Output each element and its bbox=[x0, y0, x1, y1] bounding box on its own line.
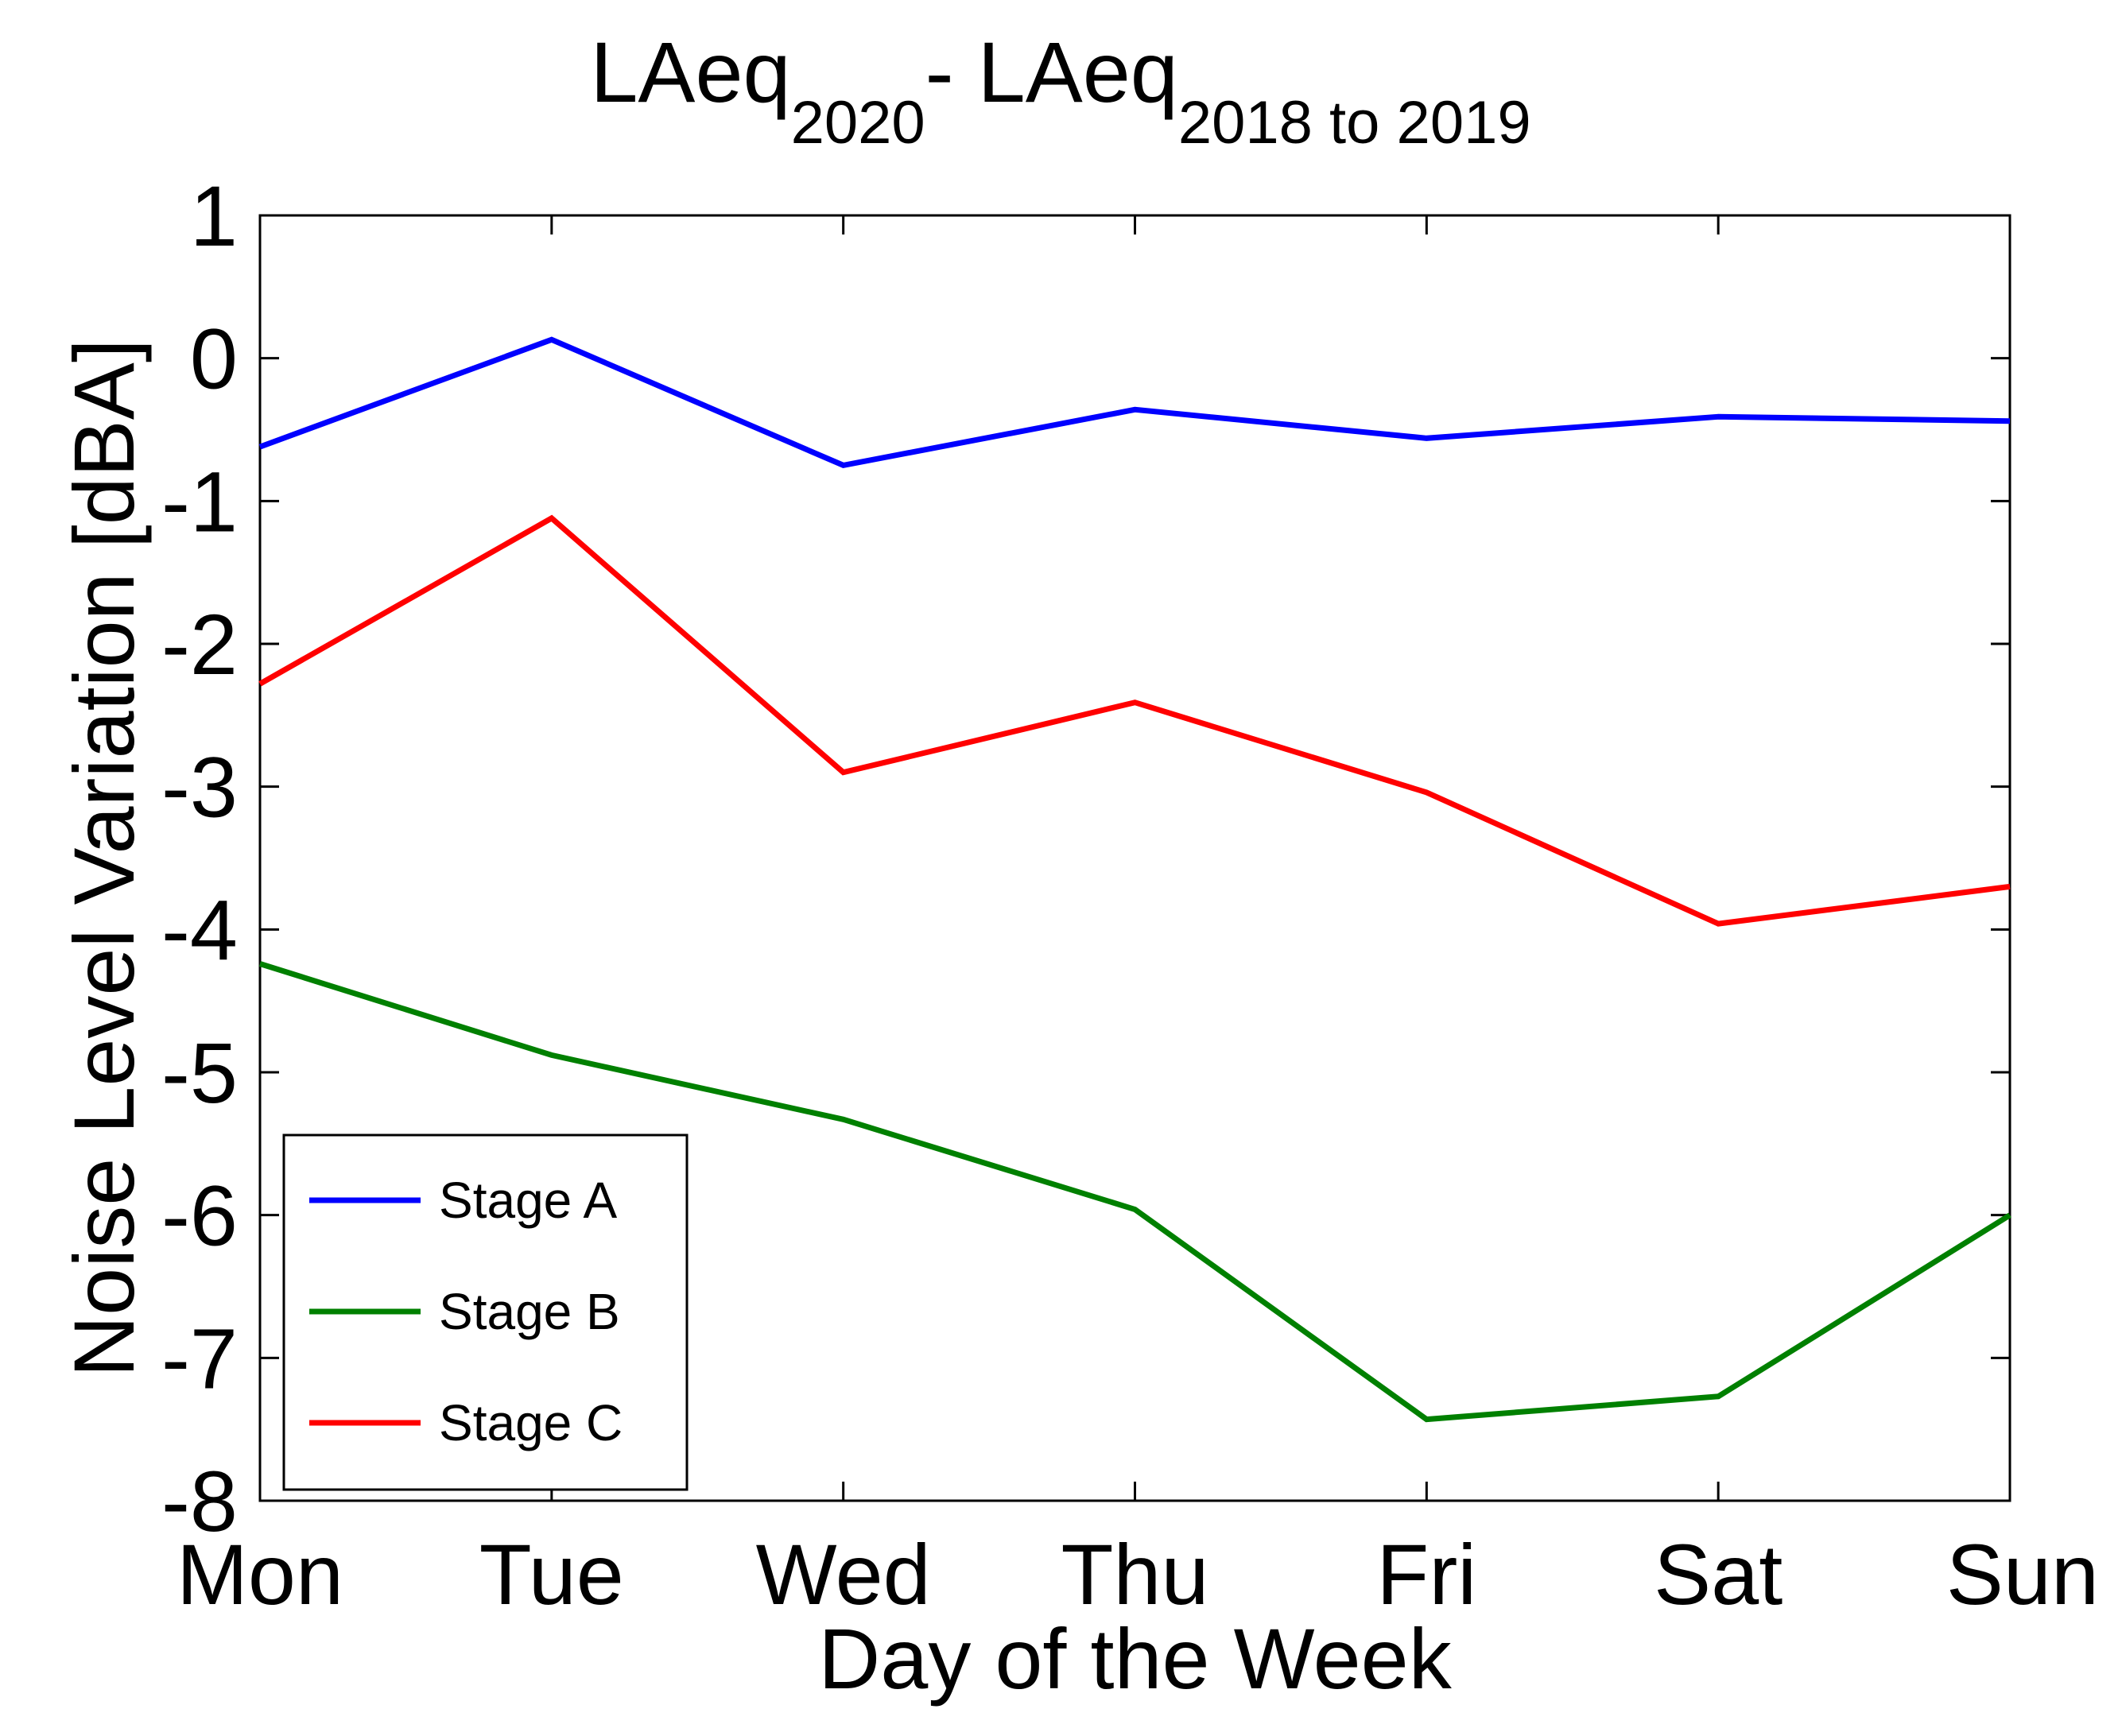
y-axis-label: Noise Level Variation [dBA] bbox=[56, 339, 152, 1378]
title-subscript-0: 2020 bbox=[791, 89, 925, 157]
legend-label-stage-a: Stage A bbox=[439, 1172, 618, 1229]
x-tick-label-sat: Sat bbox=[1654, 1526, 1783, 1622]
y-axis-ticks: 1 0 -1 -2 -3 -4 -5 -6 -7 -8 bbox=[161, 168, 2010, 1549]
y-tick-label: 0 bbox=[190, 311, 238, 407]
y-tick-label: -8 bbox=[161, 1453, 238, 1549]
y-tick-label: -3 bbox=[161, 739, 238, 835]
x-tick-label-mon: Mon bbox=[177, 1526, 343, 1622]
x-tick-label-sun: Sun bbox=[1946, 1526, 2099, 1622]
x-axis-ticks: Mon Tue Wed Thu Fri Sat Sun bbox=[177, 215, 2099, 1622]
y-tick-label: -4 bbox=[161, 882, 238, 978]
chart-title: LAeq2020- LAeq2018 to 2019 bbox=[590, 24, 1530, 157]
chart-title-text: LAeq2020- LAeq2018 to 2019 bbox=[590, 24, 1530, 157]
legend: Stage A Stage B Stage C bbox=[282, 1133, 689, 1491]
series-lines bbox=[258, 336, 2011, 1423]
y-tick-label: -6 bbox=[161, 1168, 238, 1264]
y-tick-label: -1 bbox=[161, 453, 238, 549]
x-tick-label-thu: Thu bbox=[1061, 1526, 1208, 1622]
x-tick-label-tue: Tue bbox=[479, 1526, 624, 1622]
y-tick-label: -2 bbox=[161, 596, 238, 692]
title-part-0: LAeq bbox=[590, 24, 790, 120]
y-tick-label: -7 bbox=[161, 1310, 238, 1406]
x-tick-label-fri: Fri bbox=[1376, 1526, 1476, 1622]
title-subscript-1: 2018 to 2019 bbox=[1178, 89, 1531, 157]
y-tick-label: -5 bbox=[161, 1025, 238, 1121]
x-tick-label-wed: Wed bbox=[756, 1526, 931, 1622]
legend-label-stage-b: Stage B bbox=[439, 1283, 620, 1340]
y-tick-label: 1 bbox=[190, 168, 238, 264]
title-part-1: - LAeq bbox=[925, 24, 1178, 120]
x-axis-label: Day of the Week bbox=[818, 1610, 1452, 1707]
legend-label-stage-c: Stage C bbox=[439, 1394, 623, 1451]
